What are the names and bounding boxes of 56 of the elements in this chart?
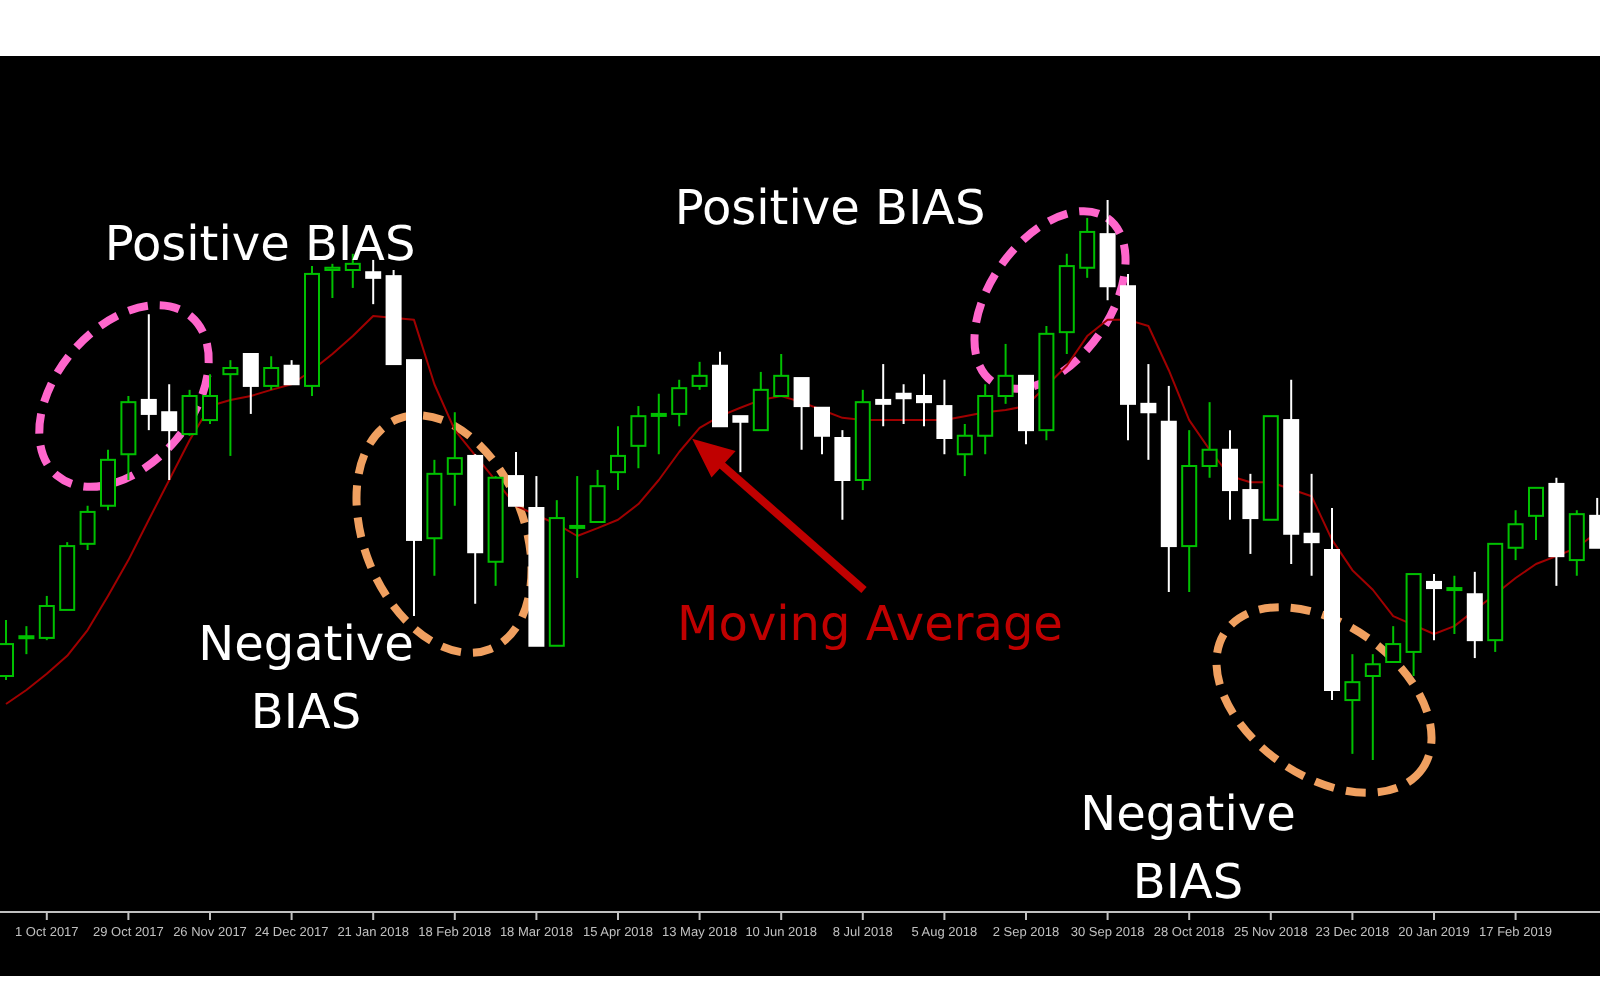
candlestick xyxy=(1079,216,1096,279)
candlestick xyxy=(1528,486,1544,541)
candlestick xyxy=(671,378,688,428)
candlestick xyxy=(140,313,157,432)
candlestick xyxy=(79,504,96,551)
candlestick xyxy=(916,373,932,428)
candlestick xyxy=(1222,429,1238,521)
annotation: Positive BIAS xyxy=(104,216,416,272)
candlestick xyxy=(793,377,810,451)
candlestick xyxy=(1507,509,1524,562)
candlestick xyxy=(630,405,647,470)
candlestick xyxy=(752,370,769,432)
candlestick xyxy=(977,383,994,456)
candlestick xyxy=(997,342,1014,405)
candlestick xyxy=(569,475,586,579)
candlestick xyxy=(589,468,606,523)
candlestick xyxy=(1568,509,1585,577)
candlestick xyxy=(732,415,749,474)
candlestick xyxy=(1446,574,1463,635)
candlestick xyxy=(956,423,973,478)
candlestick xyxy=(202,373,218,425)
candlestick xyxy=(610,425,626,492)
candlestick xyxy=(100,448,116,512)
candlestick xyxy=(508,451,524,507)
candlestick xyxy=(875,363,892,428)
candlestick xyxy=(1242,472,1259,555)
candlestick xyxy=(446,411,463,507)
candlestick xyxy=(814,406,830,456)
candlestick xyxy=(181,388,198,437)
candlestick xyxy=(691,360,708,391)
candlestick xyxy=(283,359,300,386)
candlestick xyxy=(1201,401,1218,479)
candlestick xyxy=(1344,653,1361,755)
candlestick xyxy=(263,355,280,391)
candlestick xyxy=(365,258,382,306)
candlestick xyxy=(1140,363,1157,461)
candlestick xyxy=(18,625,35,656)
candlestick xyxy=(895,383,912,425)
candlestick xyxy=(161,383,178,481)
candlestick xyxy=(1364,653,1381,761)
candlestick xyxy=(222,359,239,457)
candlestick xyxy=(1385,625,1402,663)
annotation: Negative BIAS xyxy=(198,616,414,740)
candlestick xyxy=(38,594,55,642)
candlestick xyxy=(936,378,953,456)
candlestick xyxy=(324,262,341,299)
candlestick xyxy=(650,392,667,456)
text: Negative BIAS xyxy=(1080,786,1296,910)
annotation: Moving Average xyxy=(677,596,1063,652)
candlestick xyxy=(242,353,259,415)
annotation: Positive BIAS xyxy=(674,180,986,236)
candlestick xyxy=(773,353,790,397)
candlestick xyxy=(834,429,851,521)
candlestick xyxy=(1426,573,1442,642)
candlestick xyxy=(1303,472,1320,577)
candlestick xyxy=(1466,570,1483,660)
